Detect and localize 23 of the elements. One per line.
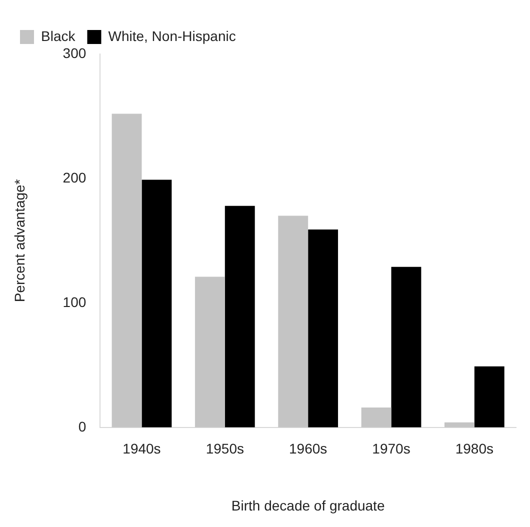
bar [391,266,422,428]
x-tick-label: 1980s [455,440,494,457]
bar [278,216,308,428]
y-tick-label: 300 [62,44,86,61]
bar [142,180,172,428]
y-tick-label: 100 [62,294,86,310]
y-tick-label: 0 [78,418,86,434]
bar [224,206,255,428]
x-tick-label: 1960s [289,440,328,457]
x-axis-title: Birth decade of graduate [231,497,385,514]
y-axis-title: Percent advantage* [11,178,28,302]
bar [194,276,225,428]
bar [361,407,392,428]
x-tick-label: 1970s [372,440,410,457]
legend-label: Black [41,28,76,44]
x-tick-label: 1950s [206,440,244,457]
legend-label: White, Non-Hispanic [108,28,236,44]
bar [112,114,142,428]
bar [308,230,338,428]
bar [474,366,504,428]
y-tick-label: 200 [62,169,86,186]
x-tick-label: 1940s [122,440,161,457]
bar [444,422,474,428]
